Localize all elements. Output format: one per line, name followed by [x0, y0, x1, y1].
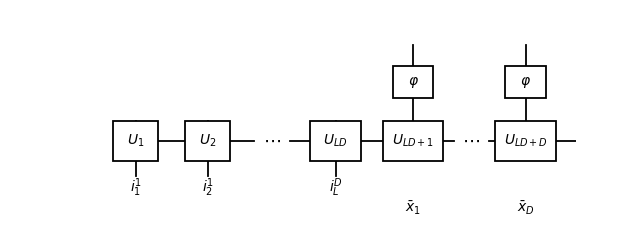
FancyBboxPatch shape [113, 121, 158, 161]
Text: $\varphi$: $\varphi$ [408, 75, 419, 89]
FancyBboxPatch shape [506, 66, 546, 98]
FancyBboxPatch shape [383, 121, 444, 161]
FancyBboxPatch shape [393, 66, 433, 98]
Text: $\cdots$: $\cdots$ [462, 132, 481, 150]
FancyBboxPatch shape [495, 121, 556, 161]
FancyBboxPatch shape [310, 121, 362, 161]
FancyBboxPatch shape [186, 121, 230, 161]
Text: $i_1^1$: $i_1^1$ [130, 176, 142, 199]
Text: $\bar{x}_1$: $\bar{x}_1$ [405, 200, 421, 217]
Text: $i_L^D$: $i_L^D$ [329, 176, 343, 199]
Text: $\cdots$: $\cdots$ [263, 132, 281, 150]
Text: $U_{LD+1}$: $U_{LD+1}$ [392, 133, 435, 149]
Text: $U_{LD}$: $U_{LD}$ [323, 133, 348, 149]
Text: $U_{LD+D}$: $U_{LD+D}$ [504, 133, 548, 149]
Text: $U_1$: $U_1$ [127, 133, 145, 149]
Text: $\bar{x}_D$: $\bar{x}_D$ [516, 200, 534, 217]
Text: $i_2^1$: $i_2^1$ [202, 176, 214, 199]
Text: $\varphi$: $\varphi$ [520, 75, 531, 89]
Text: $U_2$: $U_2$ [199, 133, 216, 149]
